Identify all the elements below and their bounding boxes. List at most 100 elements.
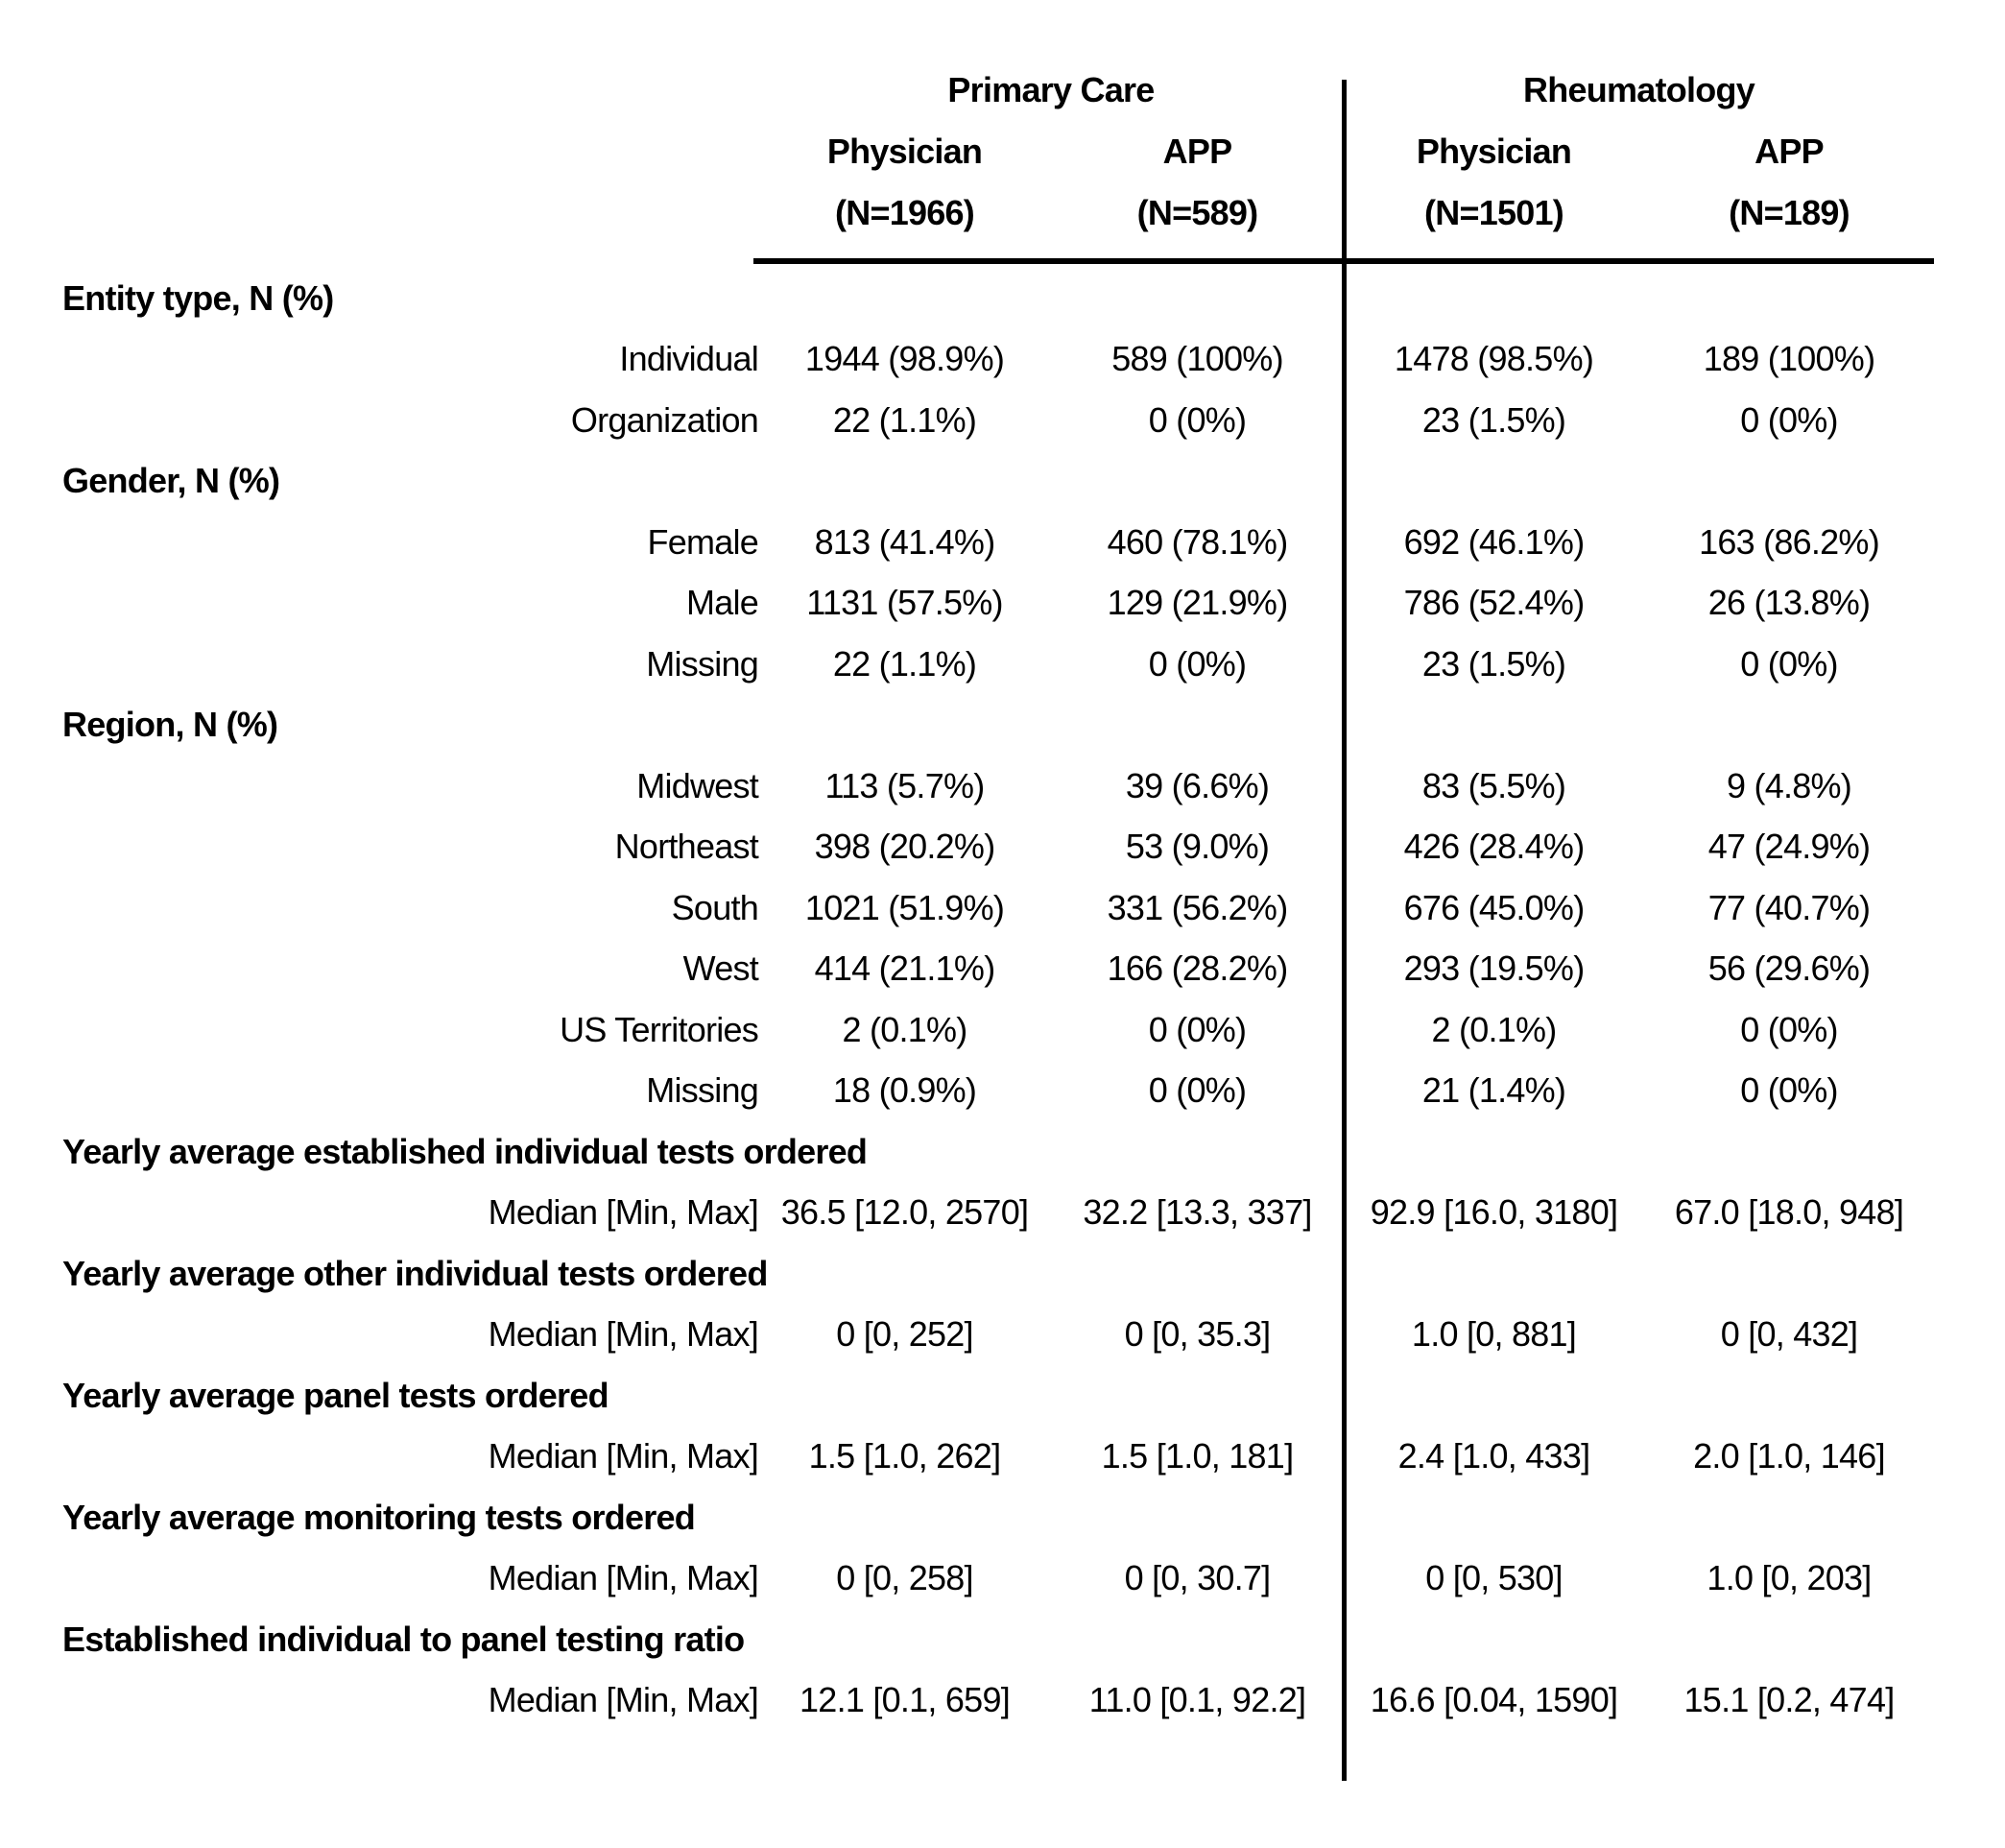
section-header-row: Yearly average monitoring tests ordered (62, 1487, 1934, 1548)
column-group-rheumatology: Rheumatology (1522, 70, 1755, 109)
cell-value: 15.1 [0.2, 474] (1683, 1680, 1896, 1720)
cell-value: 426 (28.4%) (1403, 827, 1586, 867)
table-row: Median [Min, Max] 0 [0, 252] 0 [0, 35.3] 1.… (62, 1305, 1934, 1366)
column-group-primary-care: Primary Care (947, 70, 1155, 109)
cell-value: 0 [0, 258] (836, 1558, 973, 1598)
table-row: Organization 22 (1.1%) 0 (0%) 23 (1.5%) 0 (0… (62, 390, 1934, 451)
cell-value: 12.1 [0.1, 659] (800, 1680, 1011, 1720)
cell-value: 0 (0%) (1740, 399, 1838, 440)
row-label: South (671, 887, 759, 927)
section-label: Yearly average other individual tests or… (62, 1253, 768, 1293)
cell-value: 11.0 [0.1, 92.2] (1088, 1680, 1306, 1720)
cell-value: 0 [0, 30.7] (1124, 1558, 1272, 1598)
column-n-primary-care-app: (N=589) (1136, 193, 1259, 232)
section-label: Gender, N (%) (62, 461, 280, 501)
table-row: Male 1131 (57.5%) 129 (21.9%) 786 (52.4%) 26… (62, 573, 1934, 635)
cell-value: 1944 (98.9%) (804, 339, 1005, 379)
table-row: Median [Min, Max] 12.1 [0.1, 659] 11.0 [0.… (62, 1670, 1934, 1732)
cell-value: 67.0 [18.0, 948] (1674, 1192, 1904, 1233)
cell-value: 676 (45.0%) (1403, 887, 1586, 927)
row-label: Median [Min, Max] (488, 1558, 759, 1598)
table-row: Individual 1944 (98.9%) 589 (100%) 1478 (98… (62, 329, 1934, 391)
section-header-row: Region, N (%) (62, 695, 1934, 756)
cell-value: 26 (13.8%) (1707, 583, 1871, 623)
cell-value: 414 (21.1%) (814, 948, 996, 989)
cell-value: 0 [0, 35.3] (1124, 1314, 1272, 1355)
cell-value: 56 (29.6%) (1707, 948, 1871, 989)
cell-value: 0 [0, 432] (1720, 1314, 1858, 1355)
row-label: Median [Min, Max] (488, 1680, 759, 1720)
cell-value: 77 (40.7%) (1707, 887, 1871, 927)
cell-value: 2 (0.1%) (1431, 1009, 1557, 1049)
cell-value: 813 (41.4%) (814, 521, 996, 562)
column-n-rheumatology-app: (N=189) (1729, 193, 1850, 232)
row-label: Northeast (614, 827, 759, 867)
table-row: Female 813 (41.4%) 460 (78.1%) 692 (46.1%) 1… (62, 512, 1934, 573)
row-label: Organization (570, 399, 759, 440)
cell-value: 1.0 [0, 203] (1707, 1558, 1872, 1598)
column-header-rheumatology-app: APP (1754, 132, 1825, 171)
table-row: Median [Min, Max] 1.5 [1.0, 262] 1.5 [1.0,… (62, 1427, 1934, 1488)
cell-value: 83 (5.5%) (1421, 765, 1566, 805)
cell-value: 16.6 [0.04, 1590] (1370, 1680, 1618, 1720)
section-header-row: Yearly average other individual tests or… (62, 1243, 1934, 1305)
section-header-row: Established individual to panel testing … (62, 1609, 1934, 1670)
table-row: Missing 18 (0.9%) 0 (0%) 21 (1.4%) 0 (0%) (62, 1061, 1934, 1122)
cell-value: 0 [0, 530] (1425, 1558, 1563, 1598)
cell-value: 23 (1.5%) (1421, 399, 1566, 440)
cell-value: 53 (9.0%) (1125, 827, 1270, 867)
cell-value: 1131 (57.5%) (806, 583, 1003, 623)
cell-value: 39 (6.6%) (1125, 765, 1270, 805)
section-label: Yearly average established individual te… (62, 1131, 868, 1171)
column-n-primary-care-physician: (N=1966) (834, 193, 975, 232)
section-header-row: Yearly average established individual te… (62, 1121, 1934, 1183)
row-label: Median [Min, Max] (488, 1314, 759, 1355)
cell-value: 189 (100%) (1703, 339, 1875, 379)
cell-value: 692 (46.1%) (1403, 521, 1586, 562)
cell-value: 0 (0%) (1148, 399, 1247, 440)
row-label: Female (647, 521, 758, 562)
cell-value: 786 (52.4%) (1403, 583, 1586, 623)
cell-value: 23 (1.5%) (1421, 643, 1566, 684)
header-role-row: Physician APP Physician APP (62, 121, 1934, 182)
cell-value: 460 (78.1%) (1107, 521, 1289, 562)
column-n-rheumatology-physician: (N=1501) (1423, 193, 1564, 232)
column-header-primary-care-physician: Physician (826, 132, 983, 171)
cell-value: 163 (86.2%) (1699, 521, 1880, 562)
cell-value: 9 (4.8%) (1726, 765, 1852, 805)
column-header-rheumatology-physician: Physician (1416, 132, 1572, 171)
table-row: South 1021 (51.9%) 331 (56.2%) 676 (45.0%) 7… (62, 877, 1934, 939)
cell-value: 36.5 [12.0, 2570] (780, 1192, 1029, 1233)
cell-value: 0 (0%) (1740, 643, 1838, 684)
cell-value: 1478 (98.5%) (1394, 339, 1594, 379)
cell-value: 2 (0.1%) (842, 1009, 967, 1049)
table-content: Primary Care Rheumatology Physician APP … (62, 60, 1934, 1731)
row-label: West (682, 948, 759, 989)
column-header-primary-care-app: APP (1162, 132, 1233, 171)
cell-value: 113 (5.7%) (824, 765, 986, 805)
cell-value: 21 (1.4%) (1421, 1070, 1566, 1111)
table-row: US Territories 2 (0.1%) 0 (0%) 2 (0.1%) 0 (0… (62, 999, 1934, 1061)
row-label: Male (685, 583, 759, 623)
section-label: Entity type, N (%) (62, 277, 334, 318)
table-row: West 414 (21.1%) 166 (28.2%) 293 (19.5%) 56 … (62, 939, 1934, 1000)
row-label: Median [Min, Max] (488, 1192, 759, 1233)
table-row: Northeast 398 (20.2%) 53 (9.0%) 426 (28.4%)… (62, 817, 1934, 878)
header-n-row: (N=1966) (N=589) (N=1501) (N=189) (62, 182, 1934, 244)
cell-value: 1.5 [1.0, 262] (808, 1436, 1001, 1476)
header-group-row: Primary Care Rheumatology (62, 60, 1934, 121)
cell-value: 32.2 [13.3, 337] (1083, 1192, 1312, 1233)
cell-value: 22 (1.1%) (832, 399, 977, 440)
row-label: US Territories (560, 1009, 759, 1049)
cell-value: 0 (0%) (1740, 1070, 1838, 1111)
section-label: Region, N (%) (62, 705, 278, 745)
cell-value: 92.9 [16.0, 3180] (1370, 1192, 1618, 1233)
cell-value: 0 (0%) (1148, 1070, 1247, 1111)
cell-value: 589 (100%) (1111, 339, 1283, 379)
table-row: Missing 22 (1.1%) 0 (0%) 23 (1.5%) 0 (0%) (62, 634, 1934, 695)
cell-value: 0 (0%) (1148, 643, 1247, 684)
cell-value: 47 (24.9%) (1707, 827, 1871, 867)
cell-value: 1.5 [1.0, 181] (1101, 1436, 1294, 1476)
cell-value: 2.4 [1.0, 433] (1397, 1436, 1590, 1476)
